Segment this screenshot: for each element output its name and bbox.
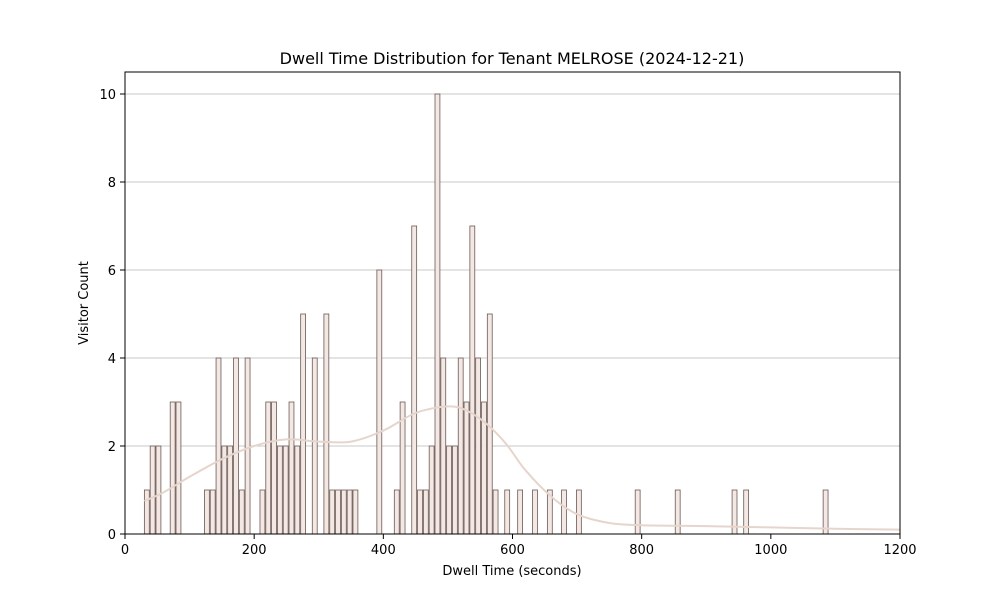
histogram-bar-0	[143, 489, 150, 535]
histogram-bar-4	[175, 401, 182, 535]
histogram-bar-23	[329, 489, 336, 535]
histogram-bar-46	[504, 489, 511, 535]
histogram-bar-36	[440, 357, 447, 535]
histogram-bar-50	[561, 489, 567, 535]
histogram-bar-2	[155, 445, 162, 535]
histogram-bar-19	[294, 445, 301, 535]
histogram-bar-33	[422, 489, 429, 535]
histogram-bar-40	[463, 401, 470, 535]
histogram-bar-27	[352, 489, 359, 535]
histogram-bar-17	[282, 445, 289, 535]
x-tick-label-800: 800	[629, 543, 654, 558]
histogram-bar-51	[576, 489, 582, 535]
histogram-bar-42	[475, 357, 481, 535]
histogram-bar-25	[340, 489, 347, 535]
kde-curve	[143, 405, 901, 531]
y-tick-label-10: 10	[99, 88, 116, 103]
plot-frame	[124, 71, 901, 535]
histogram-bar-10	[233, 357, 239, 535]
histogram-bar-20	[300, 313, 306, 535]
histogram-bar-52	[634, 489, 641, 535]
histogram-bar-37	[446, 445, 452, 535]
y-gridlines	[125, 93, 900, 447]
y-tick-label-0: 0	[108, 528, 116, 543]
histogram-bar-56	[822, 489, 829, 535]
histogram-bar-34	[428, 445, 435, 535]
histogram-bar-5	[204, 489, 210, 535]
histogram-bar-15	[271, 401, 277, 535]
histogram-bar-31	[411, 225, 418, 535]
histogram-bar-39	[457, 357, 464, 535]
histogram-bar-1	[149, 445, 156, 535]
histogram-bar-9	[227, 445, 233, 535]
x-tick-label-1200: 1200	[883, 543, 916, 558]
x-tick-label-0: 0	[121, 543, 129, 558]
y-axis-ticks: 0 2 4 6 8 10	[99, 88, 125, 543]
histogram-bar-41	[469, 225, 476, 535]
histogram-bar-22	[323, 313, 330, 535]
histogram-bar-11	[238, 489, 245, 535]
histogram-bar-26	[346, 489, 353, 535]
x-axis-label: Dwell Time (seconds)	[442, 564, 581, 579]
histogram-bar-6	[209, 489, 216, 535]
x-tick-label-600: 600	[500, 543, 525, 558]
histogram-bar-12	[244, 357, 251, 535]
chart-title: Dwell Time Distribution for Tenant MELRO…	[280, 49, 745, 68]
histogram-bar-35	[434, 93, 441, 535]
y-tick-label-8: 8	[108, 176, 116, 191]
histogram-bar-16	[277, 445, 283, 535]
histogram-bar-13	[259, 489, 266, 535]
histogram-bar-18	[288, 401, 295, 535]
histogram-bar-38	[452, 445, 458, 535]
y-tick-label-4: 4	[108, 352, 116, 367]
histogram-bar-14	[265, 401, 272, 535]
x-axis-ticks: 0 200 400 600 800 1000 1200	[121, 534, 917, 558]
x-tick-label-400: 400	[371, 543, 396, 558]
histogram-bar-32	[417, 489, 423, 535]
y-axis-label: Visitor Count	[77, 261, 92, 345]
histogram-bar-53	[674, 489, 681, 535]
histogram-bar-21	[311, 357, 318, 535]
histogram-bar-29	[393, 489, 400, 535]
histogram-bar-47	[517, 489, 523, 535]
histogram-bar-28	[376, 269, 383, 535]
y-tick-label-2: 2	[108, 440, 116, 455]
histogram-bar-48	[532, 489, 538, 535]
histogram-bars	[143, 93, 829, 535]
histogram-bar-24	[335, 489, 341, 535]
histogram-bar-3	[169, 401, 176, 535]
histogram-bar-7	[215, 357, 222, 535]
x-tick-label-1000: 1000	[754, 543, 787, 558]
x-tick-label-200: 200	[242, 543, 267, 558]
histogram-bar-45	[492, 489, 499, 535]
y-tick-label-6: 6	[108, 264, 116, 279]
